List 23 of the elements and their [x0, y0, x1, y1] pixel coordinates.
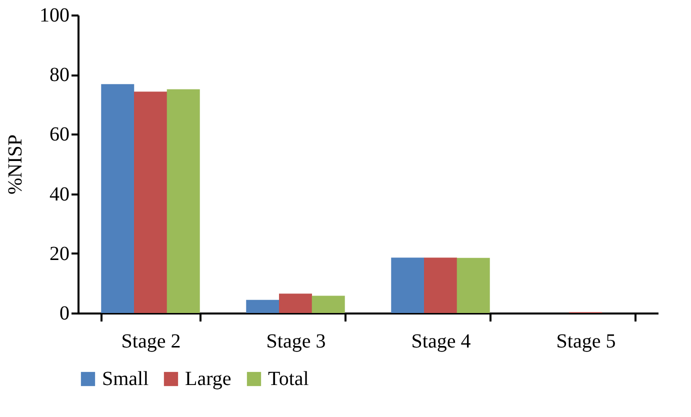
bar [279, 294, 312, 313]
y-tick-label: 60 [50, 124, 70, 146]
x-tick-label: Stage 4 [411, 330, 471, 352]
bar [246, 300, 280, 313]
bar [391, 258, 424, 313]
y-tick-label: 20 [50, 242, 70, 265]
x-tick-label: Stage 2 [121, 330, 181, 352]
y-axis-title: %NISP [4, 134, 26, 195]
y-tick-label: 80 [50, 64, 70, 86]
x-tick-label: Stage 3 [266, 330, 326, 352]
bar [166, 89, 200, 313]
bar [101, 84, 134, 313]
y-tick-label: 40 [50, 183, 70, 206]
bar [424, 258, 457, 313]
bar [134, 92, 167, 313]
legend-label: Small [102, 368, 150, 390]
legend-label: Large [185, 368, 232, 390]
x-tick-label: Stage 5 [556, 330, 616, 352]
bar [312, 296, 345, 313]
y-tick-label: 100 [40, 4, 70, 26]
legend-label: Total [268, 368, 310, 390]
y-tick-label: 0 [60, 302, 70, 324]
bar [456, 258, 490, 313]
